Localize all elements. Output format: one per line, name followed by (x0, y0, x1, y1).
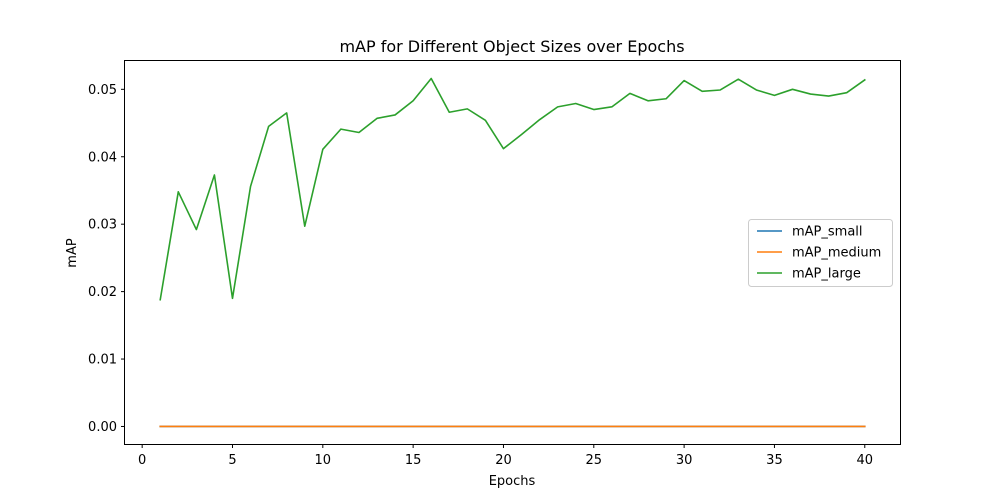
x-axis-label: Epochs (489, 474, 536, 489)
legend-box (748, 219, 893, 287)
y-tick-label: 0.05 (88, 83, 117, 98)
chart-title: mAP for Different Object Sizes over Epoc… (339, 37, 684, 56)
y-axis-ticks: 0.00 0.01 0.02 0.03 0.04 0.05 (88, 83, 125, 435)
y-tick-label: 0.02 (88, 285, 117, 300)
x-tick-label: 15 (405, 453, 422, 468)
x-tick-label: 25 (586, 453, 603, 468)
x-tick-label: 30 (676, 453, 693, 468)
plot-frame (124, 60, 901, 445)
y-axis-label: mAP (65, 238, 80, 268)
x-tick-label: 0 (138, 453, 146, 468)
legend-label-mAP-medium: mAP_medium (792, 246, 881, 261)
y-tick-label: 0.00 (88, 420, 117, 435)
x-tick-label: 5 (228, 453, 236, 468)
x-tick-label: 10 (315, 453, 332, 468)
series-lines (159, 77, 866, 428)
series-line-mAP-large (159, 77, 866, 301)
legend: mAP_small mAP_medium mAP_large (748, 219, 893, 287)
legend-label-mAP-small: mAP_small (792, 225, 863, 240)
y-tick-label: 0.04 (88, 150, 117, 165)
x-tick-label: 40 (856, 453, 873, 468)
legend-label-mAP-large: mAP_large (792, 267, 861, 282)
x-tick-label: 20 (495, 453, 512, 468)
y-tick-label: 0.03 (88, 218, 117, 233)
x-tick-label: 35 (766, 453, 783, 468)
y-tick-label: 0.01 (88, 353, 117, 368)
x-axis-ticks: 0 5 10 15 20 25 30 35 40 (138, 444, 873, 468)
